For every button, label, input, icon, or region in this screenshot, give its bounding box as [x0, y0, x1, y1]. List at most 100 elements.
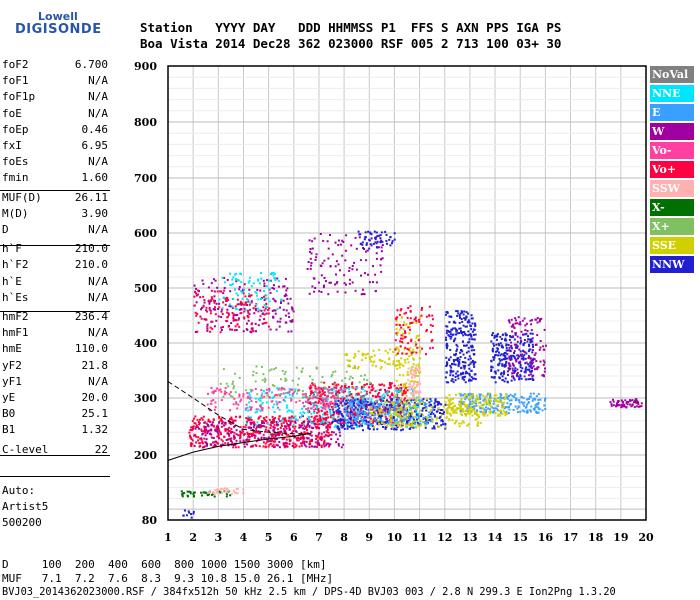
echo-point: [625, 406, 628, 409]
echo-point: [408, 403, 411, 406]
echo-point: [384, 427, 387, 430]
echo-point: [529, 395, 532, 398]
echo-point: [242, 488, 245, 491]
echo-point: [509, 335, 512, 337]
echo-point: [491, 334, 494, 337]
echo-point: [369, 406, 372, 409]
echo-point: [311, 247, 314, 250]
echo-point: [410, 400, 413, 403]
echo-point: [333, 395, 335, 398]
echo-point: [420, 413, 423, 416]
echo-point: [202, 415, 205, 418]
echo-point: [295, 366, 298, 369]
echo-point: [349, 393, 352, 396]
echo-point: [197, 421, 200, 423]
echo-point: [326, 240, 329, 243]
echo-point: [487, 407, 490, 410]
echo-point: [350, 416, 353, 419]
echo-point: [308, 424, 311, 427]
echo-point: [407, 402, 410, 405]
echo-point: [347, 415, 350, 418]
echo-point: [527, 378, 530, 381]
echo-point: [493, 376, 496, 379]
echo-point: [353, 410, 356, 413]
echo-point: [402, 403, 405, 406]
echo-point: [514, 322, 517, 325]
echo-point: [260, 425, 263, 428]
echo-point: [316, 439, 319, 442]
echo-point: [308, 445, 311, 448]
echo-point: [345, 370, 348, 373]
echo-point: [239, 426, 242, 429]
echo-point: [236, 407, 239, 410]
echo-point: [394, 339, 397, 342]
echo-point: [504, 352, 507, 355]
echo-point: [364, 415, 367, 418]
echo-point: [467, 334, 470, 337]
echo-point: [350, 405, 353, 408]
echo-point: [393, 384, 396, 387]
echo-point: [530, 362, 533, 365]
echo-point: [455, 343, 458, 346]
echo-point: [529, 348, 532, 351]
echo-point: [266, 439, 269, 442]
echo-point: [217, 426, 220, 429]
echo-point: [336, 416, 339, 419]
echo-point: [516, 411, 519, 414]
echo-point: [308, 443, 311, 446]
echo-point: [320, 446, 323, 449]
echo-point: [285, 406, 288, 409]
echo-point: [508, 338, 511, 341]
echo-point: [368, 281, 371, 284]
echo-point: [375, 236, 378, 239]
echo-point: [472, 360, 475, 363]
echo-point: [264, 392, 267, 395]
echo-point: [343, 404, 346, 407]
echo-point: [341, 254, 344, 257]
echo-point: [210, 282, 213, 285]
echo-point: [335, 392, 338, 395]
echo-point: [263, 418, 266, 421]
echo-point: [273, 273, 276, 276]
echo-point: [453, 363, 456, 366]
echo-point: [373, 354, 376, 357]
echo-point: [419, 403, 421, 406]
echo-point: [475, 402, 478, 405]
echo-point: [251, 389, 254, 392]
echo-point: [499, 342, 502, 345]
echo-point: [479, 407, 482, 409]
echo-point: [335, 384, 338, 387]
echo-point: [447, 334, 450, 337]
echo-point: [504, 355, 507, 357]
echo-point: [315, 396, 318, 399]
echo-point: [386, 399, 388, 402]
echo-point: [408, 349, 411, 352]
echo-point: [338, 391, 341, 394]
echo-point: [268, 287, 271, 290]
echo-point: [224, 303, 227, 306]
echo-point: [628, 403, 631, 406]
echo-point: [302, 415, 304, 418]
echo-point: [304, 392, 307, 395]
echo-point: [327, 402, 329, 405]
echo-point: [209, 312, 212, 315]
echo-point: [275, 443, 278, 446]
echo-point: [204, 441, 207, 444]
echo-point: [321, 389, 324, 392]
echo-point: [261, 409, 264, 412]
echo-point: [498, 397, 501, 400]
echo-point: [350, 244, 353, 247]
echo-point: [424, 408, 427, 411]
echo-point: [522, 397, 525, 400]
echo-point: [344, 291, 347, 294]
echo-point: [371, 364, 374, 367]
echo-point: [233, 425, 236, 428]
y-tick-label: 700: [134, 172, 157, 185]
echo-point: [240, 302, 243, 305]
echo-point: [217, 428, 219, 431]
echo-point: [511, 394, 514, 397]
echo-point: [309, 384, 312, 387]
echo-point: [237, 403, 240, 406]
echo-point: [263, 377, 266, 380]
echo-point: [503, 365, 506, 368]
